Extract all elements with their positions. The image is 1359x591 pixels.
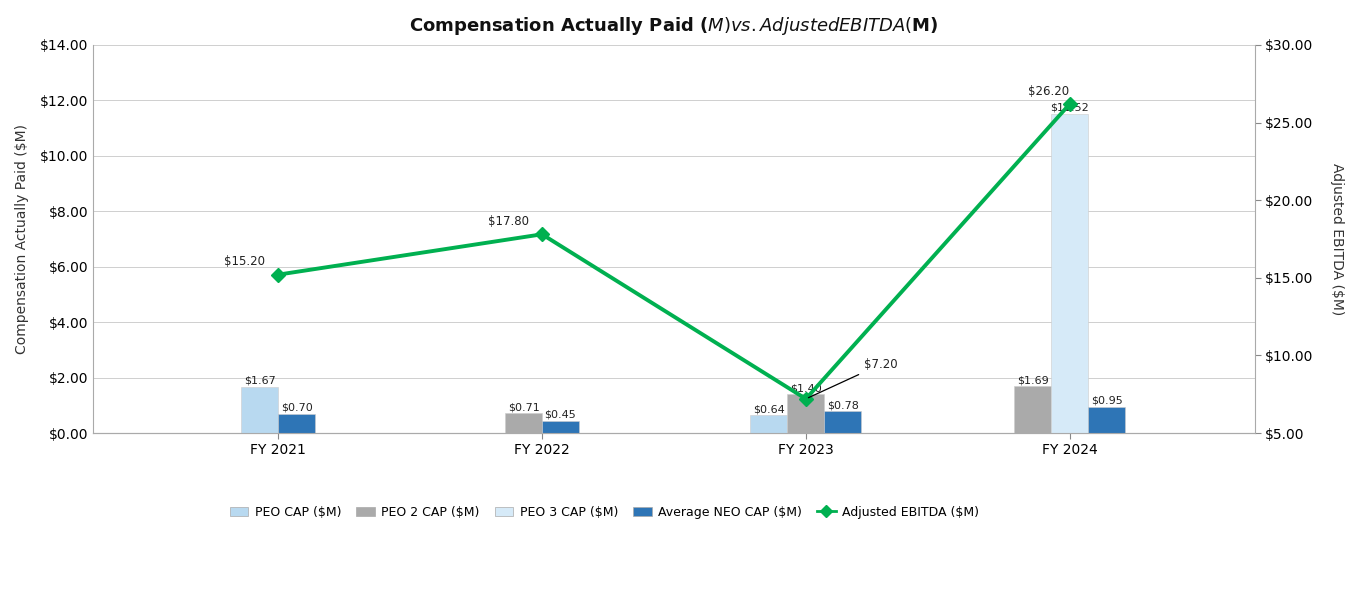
Bar [1089,407,1125,433]
Text: $0.71: $0.71 [508,402,540,413]
Y-axis label: Compensation Actually Paid ($M): Compensation Actually Paid ($M) [15,124,29,354]
Bar [542,421,579,433]
Text: $0.70: $0.70 [281,402,313,413]
Bar [1052,113,1089,433]
Text: $0.64: $0.64 [753,404,786,414]
Text: $0.78: $0.78 [826,400,859,410]
Text: $15.20: $15.20 [224,255,265,268]
Bar [787,394,825,433]
Text: $7.20: $7.20 [809,358,897,398]
Text: $1.40: $1.40 [790,383,822,393]
Bar [241,387,279,433]
Bar [1014,386,1052,433]
Y-axis label: Adjusted EBITDA ($M): Adjusted EBITDA ($M) [1330,163,1344,315]
Bar [750,415,787,433]
Bar [506,413,542,433]
Legend: PEO CAP ($M), PEO 2 CAP ($M), PEO 3 CAP ($M), Average NEO CAP ($M), Adjusted EBI: PEO CAP ($M), PEO 2 CAP ($M), PEO 3 CAP … [224,501,984,524]
Text: $26.20: $26.20 [1029,85,1070,98]
Text: $11.52: $11.52 [1051,102,1089,112]
Text: $17.80: $17.80 [488,215,529,228]
Title: Compensation Actually Paid ($M) vs. Adjusted EBITDA ($M): Compensation Actually Paid ($M) vs. Adju… [409,15,939,37]
Text: $1.67: $1.67 [243,376,276,385]
Text: $1.69: $1.69 [1017,375,1049,385]
Text: $0.95: $0.95 [1091,395,1123,405]
Text: $0.45: $0.45 [545,410,576,420]
Bar [279,414,315,433]
Bar [825,411,862,433]
